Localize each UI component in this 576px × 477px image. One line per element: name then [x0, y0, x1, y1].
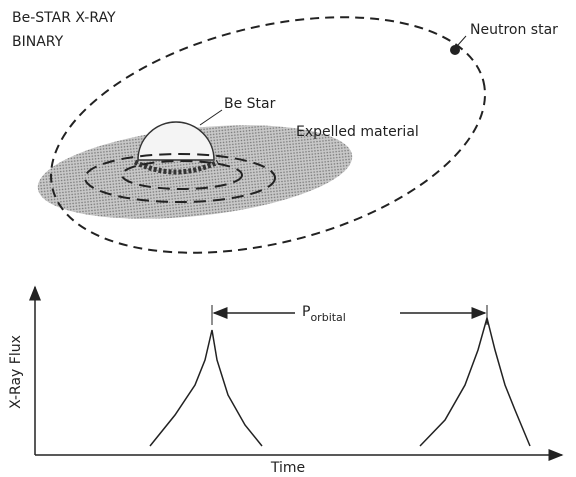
period-label: Porbital [302, 304, 346, 324]
leader [457, 35, 467, 46]
leader [199, 109, 223, 126]
peak [419, 315, 531, 447]
period-symbol: P [302, 304, 310, 320]
label: Be Star [224, 96, 276, 112]
x-label: Time [270, 460, 305, 476]
label: Neutron star [470, 22, 558, 38]
flow-arrows [84, 153, 276, 203]
orbit [50, 16, 486, 254]
be-star [137, 121, 215, 161]
y-label: X-Ray Flux [8, 335, 24, 409]
title-line: BINARY [12, 34, 64, 50]
peak [149, 329, 263, 447]
label: Expelled material [296, 124, 419, 140]
period-subscript: orbital [310, 311, 345, 324]
title-line: Be-STAR X-RAY [12, 10, 116, 26]
neutron-star [450, 45, 460, 55]
star-base [133, 159, 220, 175]
